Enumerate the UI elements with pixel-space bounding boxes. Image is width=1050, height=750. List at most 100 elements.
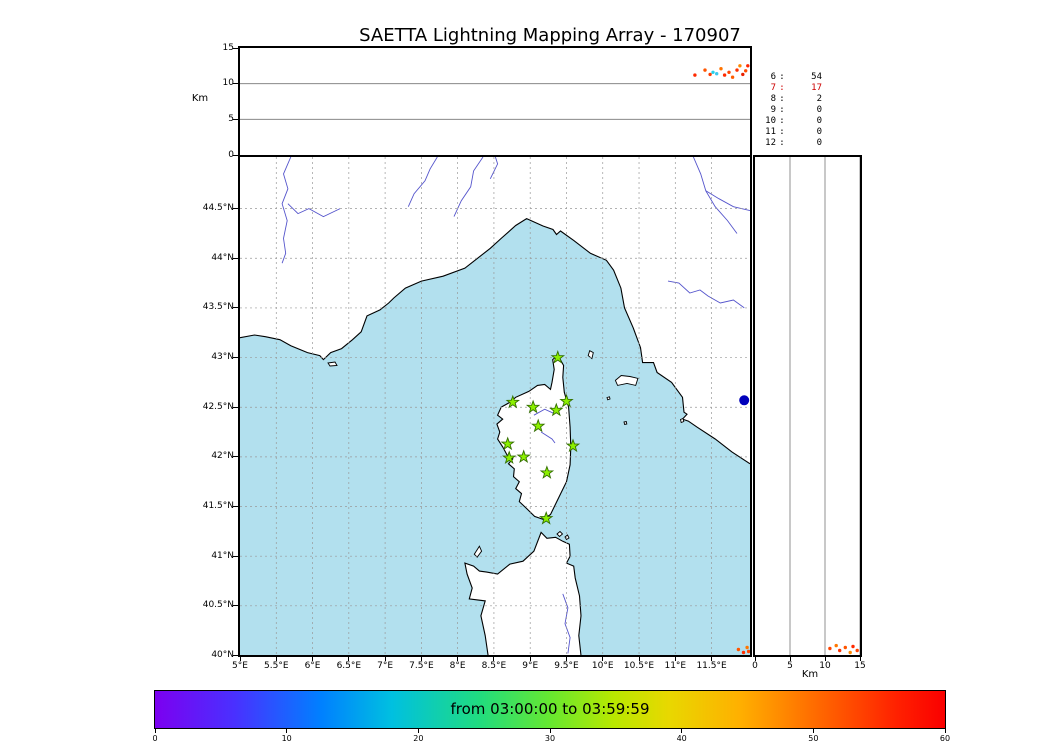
- lon-tick: [711, 657, 713, 661]
- right-xtick-label: 10: [819, 661, 831, 671]
- lat-tick-label: 44.5°N: [202, 203, 234, 214]
- lon-tick: [493, 657, 495, 661]
- time-colorbar: [154, 690, 946, 729]
- right-xtick: [824, 657, 826, 661]
- lon-tick: [638, 657, 640, 661]
- vhf-source-dot: [828, 646, 832, 651]
- small-island: [623, 420, 628, 426]
- lat-tick-label: 40°N: [211, 649, 234, 660]
- vhf-source-dot: [719, 67, 723, 71]
- river: [540, 431, 556, 444]
- lon-tick: [348, 657, 350, 661]
- colorbar-label: from 03:00:00 to 03:59:59: [450, 700, 650, 718]
- lat-tick: [233, 506, 238, 508]
- colorbar-tick-label: 60: [939, 734, 951, 743]
- small-island: [614, 375, 639, 386]
- lon-tick-label: 9°E: [522, 661, 539, 671]
- river: [281, 157, 292, 264]
- vhf-source-dot: [741, 72, 745, 77]
- vhf-source-dot: [855, 648, 859, 653]
- river: [667, 280, 745, 309]
- lon-tick: [275, 657, 277, 661]
- lma-station-star: [531, 418, 546, 433]
- lon-tick: [602, 657, 604, 661]
- top-ytick: [233, 47, 238, 49]
- right-xtick-label: 0: [752, 661, 758, 671]
- lon-tick-label: 10.5°E: [623, 661, 655, 671]
- colorbar-tick-label: 40: [676, 734, 687, 743]
- lon-tick: [674, 657, 676, 661]
- top-ytick-label: 0: [228, 149, 234, 160]
- mainland-coastline: [240, 217, 750, 465]
- stats-row: 7:17: [770, 83, 822, 93]
- colorbar-tick: [812, 729, 814, 733]
- river: [407, 157, 438, 207]
- lat-tick: [233, 307, 238, 309]
- lma-station-star: [539, 510, 554, 525]
- altitude-latitude-panel: [753, 155, 862, 657]
- vhf-source-dot: [722, 73, 727, 77]
- colorbar-tick-label: 20: [413, 734, 424, 743]
- top-ytick-label: 15: [222, 42, 234, 53]
- vhf-source-dot: [838, 648, 842, 653]
- small-island: [473, 545, 483, 558]
- stats-panel: 6:54 7:17 8:2 9:0 10:0 11:0 12:0: [756, 72, 822, 149]
- lat-tick-label: 43.5°N: [202, 302, 234, 313]
- vhf-source-dot: [741, 650, 746, 655]
- vhf-source-dot: [745, 645, 749, 650]
- vhf-source-dot: [708, 72, 712, 77]
- vhf-source-dot: [834, 643, 838, 648]
- plot-title: SAETTA Lightning Mapping Array - 170907: [359, 25, 741, 46]
- map-panel: [238, 155, 752, 657]
- lon-tick-label: 8°E: [449, 661, 466, 671]
- top-ytick-label: 5: [228, 113, 234, 124]
- lon-tick: [384, 657, 386, 661]
- top-panel-y-axis-label: Km: [191, 93, 209, 104]
- vhf-source-dot: [711, 70, 715, 74]
- vhf-source-dot: [746, 649, 750, 654]
- river: [287, 203, 341, 218]
- lma-station-star: [565, 438, 581, 453]
- right-xtick: [789, 657, 791, 661]
- mainland-land: [240, 157, 750, 464]
- vhf-source-dot: [736, 647, 741, 652]
- colorbar-tick: [549, 729, 551, 733]
- right-panel-x-axis-label: Km: [801, 669, 819, 680]
- lat-tick-label: 42°N: [211, 451, 234, 462]
- stats-row: 10:0: [765, 116, 822, 126]
- river: [453, 157, 484, 217]
- vhf-source-dot: [738, 64, 742, 68]
- top-ytick: [233, 154, 238, 156]
- lon-tick-label: 5°E: [232, 661, 248, 671]
- vhf-source-dot: [703, 68, 707, 72]
- lon-tick: [565, 657, 567, 661]
- lon-tick-label: 6.5°E: [336, 661, 362, 671]
- small-island: [606, 396, 611, 401]
- stats-row: 11:0: [765, 127, 822, 137]
- colorbar-tick: [944, 729, 946, 733]
- lon-tick: [457, 657, 459, 661]
- lma-station-star: [550, 350, 566, 364]
- altitude-latitude-plot: [789, 157, 860, 655]
- lon-tick-label: 5.5°E: [264, 661, 289, 671]
- lon-tick-label: 8.5°E: [481, 661, 507, 671]
- colorbar-tick: [417, 729, 419, 733]
- colorbar-tick-label: 0: [152, 734, 158, 743]
- stats-row: 6:54: [770, 72, 822, 82]
- vhf-source-dot: [727, 70, 731, 74]
- lat-tick-label: 41.5°N: [202, 501, 234, 512]
- stats-row: 9:0: [770, 105, 822, 115]
- vhf-source-dot: [843, 645, 847, 650]
- vhf-source-dot: [848, 650, 852, 655]
- lma-station-star: [500, 436, 515, 451]
- altitude-longitude-panel: [238, 46, 752, 157]
- lma-station-star: [502, 450, 517, 465]
- vhf-source-dot: [730, 75, 735, 79]
- altitude-longitude-plot: [240, 64, 750, 120]
- lon-tick: [312, 657, 314, 661]
- sardinia-coastline: [464, 531, 582, 655]
- lat-tick-label: 44°N: [211, 252, 234, 263]
- lma-station-star: [525, 399, 541, 414]
- stats-row: 8:2: [770, 94, 822, 104]
